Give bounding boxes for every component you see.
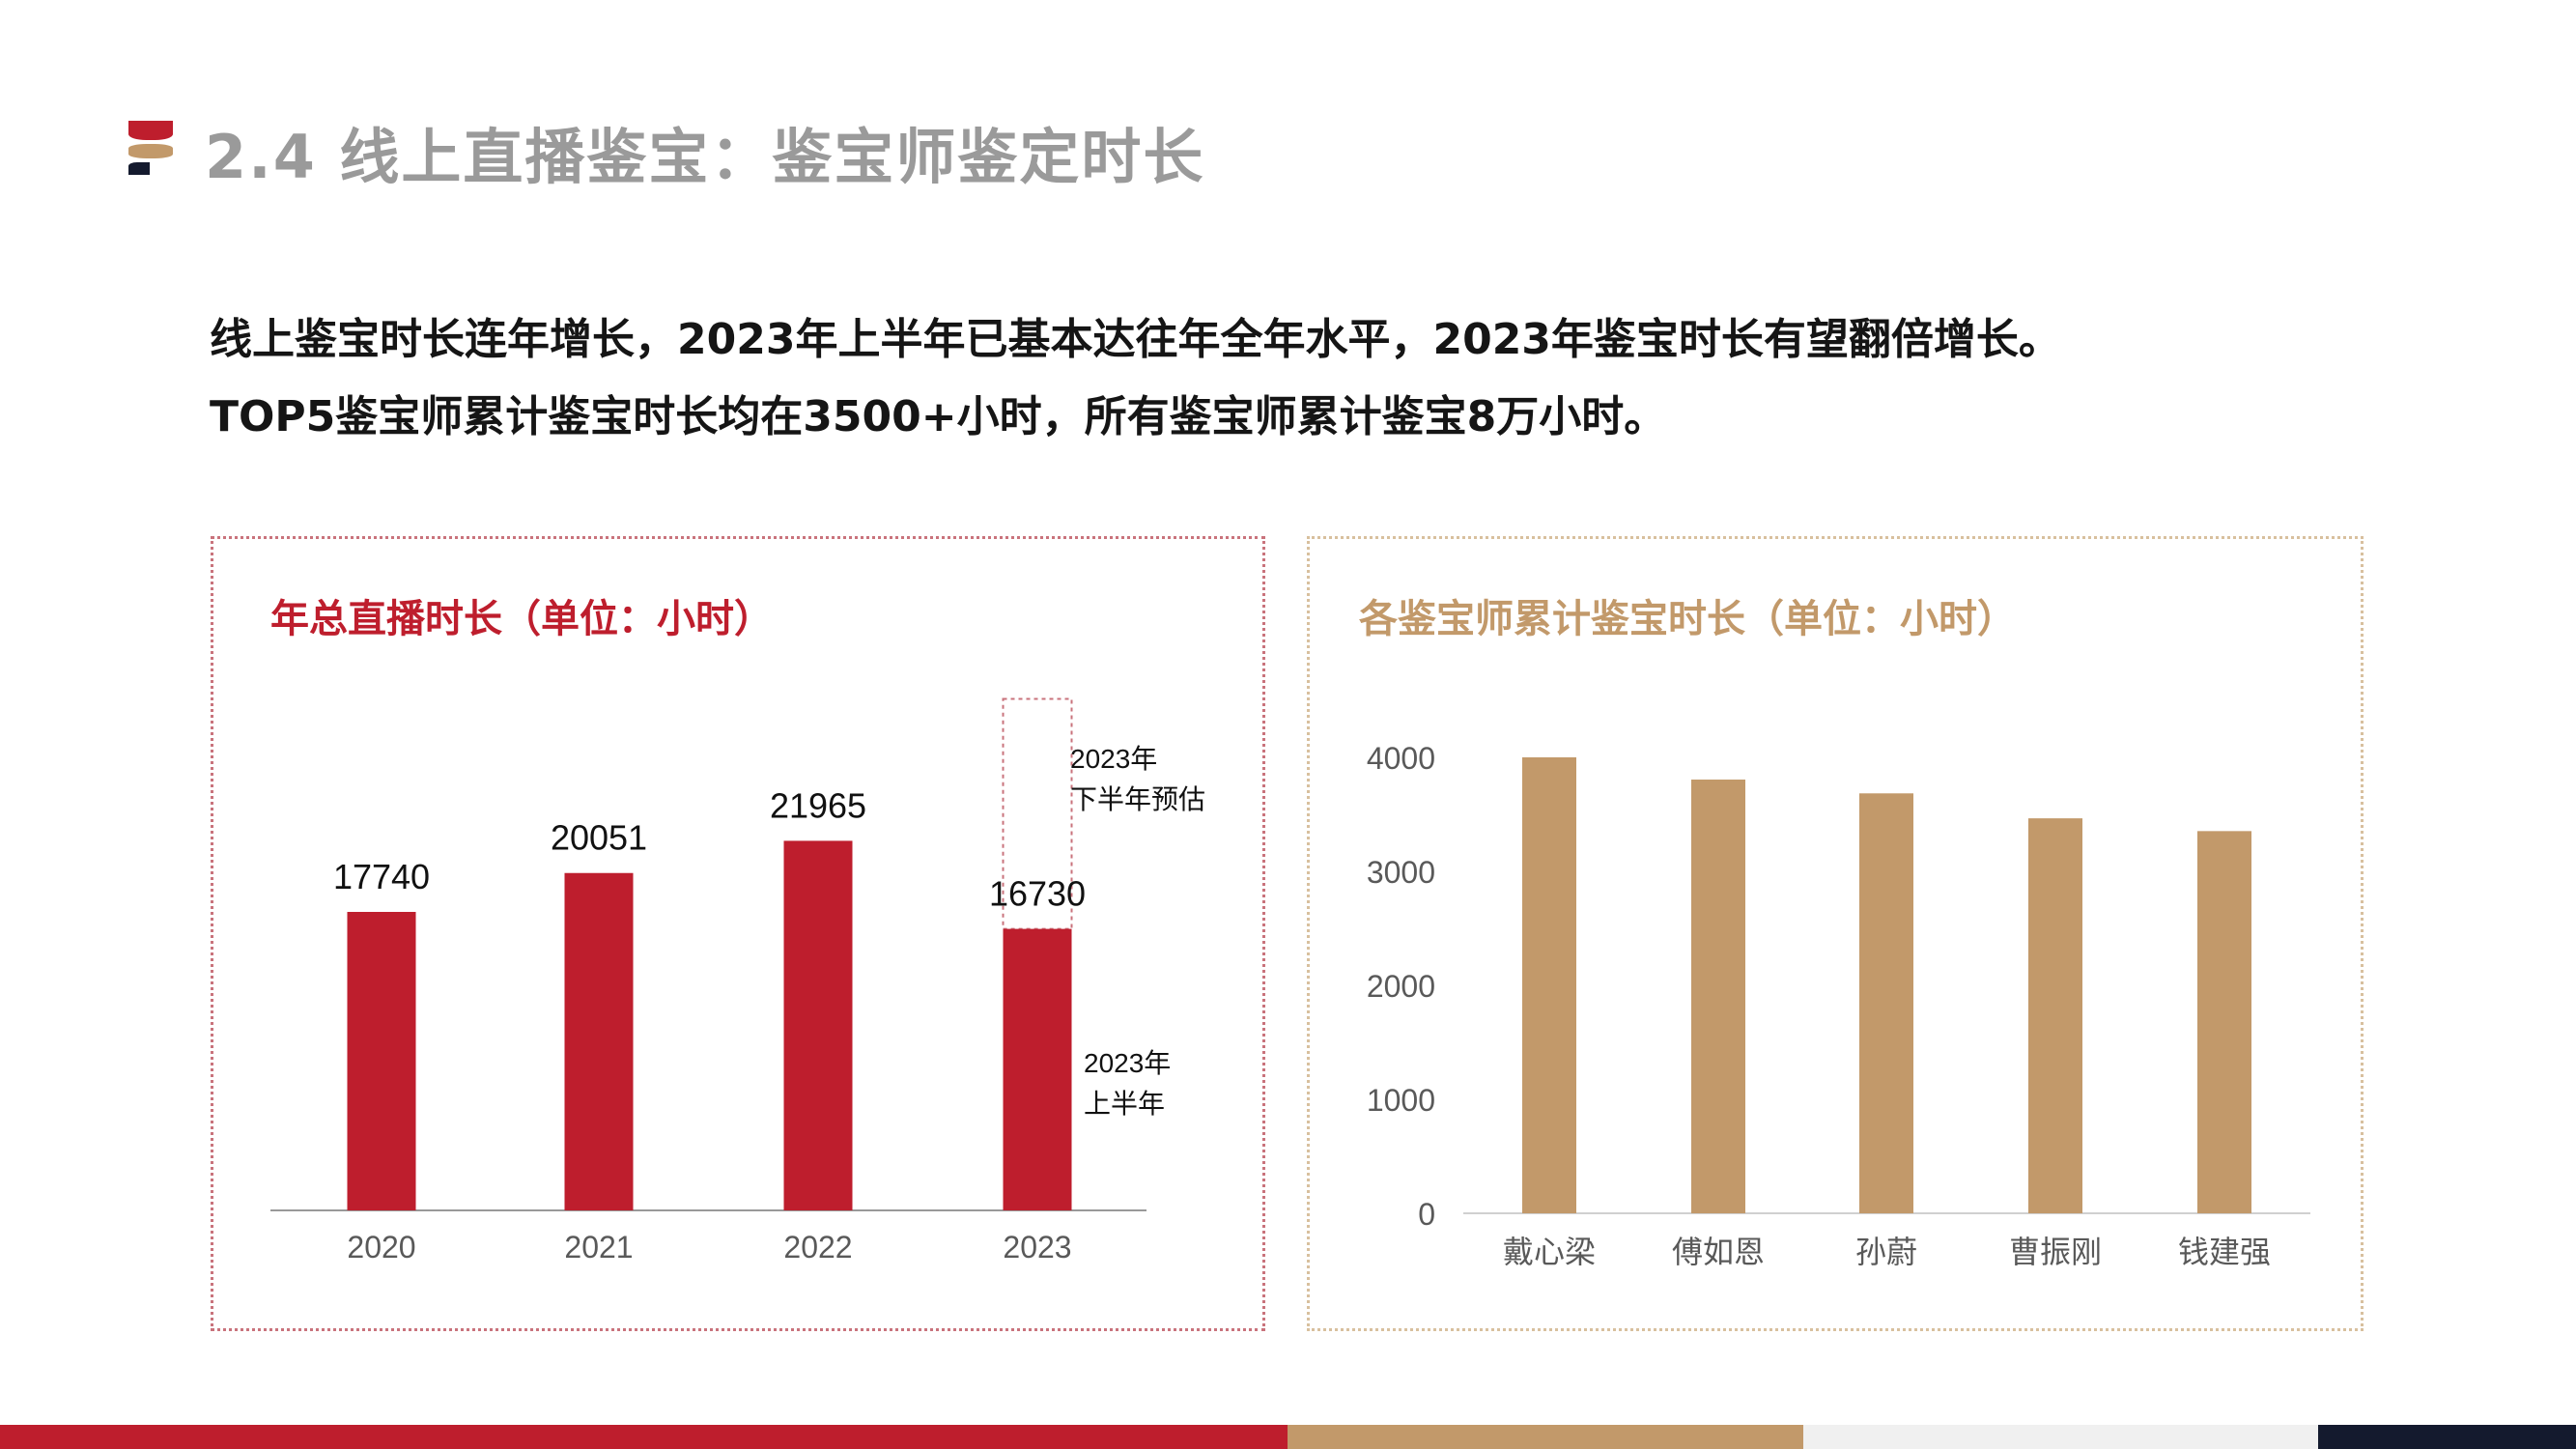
bar-2021 [564, 872, 634, 1210]
bar-2022 [783, 840, 853, 1210]
footer-navy-segment [2318, 1425, 2576, 1449]
annual-chart-title: 年总直播时长（单位：小时） [270, 597, 773, 641]
h1-label-line2: 上半年 [1084, 1089, 1165, 1119]
data-label-2023: 16730 [989, 874, 1086, 914]
bar-appraiser-4 [2197, 831, 2251, 1213]
appraiser-duration-panel [1307, 536, 2364, 1331]
y-tick-1000: 1000 [1367, 1083, 1435, 1118]
footer-tan-segment [1288, 1425, 1803, 1449]
x-tick-2023: 2023 [1003, 1230, 1071, 1264]
y-tick-3000: 3000 [1367, 855, 1435, 890]
x-tick-2022: 2022 [783, 1230, 852, 1264]
x-tick-2020: 2020 [347, 1230, 415, 1264]
footer-red-segment [0, 1425, 1288, 1449]
x-tick-appraiser-3: 曹振刚 [2009, 1235, 2102, 1269]
y-tick-4000: 4000 [1367, 741, 1435, 776]
bar-appraiser-2 [1859, 793, 1913, 1213]
x-tick-appraiser-2: 孙蔚 [1855, 1235, 1917, 1269]
bar-appraiser-0 [1522, 757, 1576, 1213]
x-tick-appraiser-0: 戴心梁 [1503, 1235, 1596, 1269]
projection-label-line2: 下半年预估 [1070, 784, 1205, 814]
y-tick-0: 0 [1418, 1197, 1435, 1232]
y-tick-2000: 2000 [1367, 969, 1435, 1004]
annual-duration-panel [211, 536, 1265, 1331]
bar-appraiser-1 [1691, 780, 1745, 1213]
footer-gray-segment [1803, 1425, 2318, 1449]
h1-label-line1: 2023年 [1084, 1048, 1171, 1078]
page-title: 2.4 线上直播鉴宝：鉴宝师鉴定时长 [205, 122, 1205, 192]
summary-line-2: TOP5鉴宝师累计鉴宝时长均在3500+小时，所有鉴宝师累计鉴宝8万小时。 [210, 392, 1667, 441]
data-label-2021: 20051 [551, 818, 647, 858]
appraiser-chart-title: 各鉴宝师累计鉴宝时长（单位：小时） [1359, 597, 2016, 641]
x-tick-appraiser-1: 傅如恩 [1672, 1235, 1765, 1269]
bar-2020 [347, 912, 416, 1210]
brand-logo-icon [128, 121, 173, 175]
data-label-2020: 17740 [333, 857, 430, 896]
bar-appraiser-3 [2028, 818, 2082, 1213]
data-label-2022: 21965 [770, 785, 866, 825]
bar-2023 [1003, 928, 1072, 1210]
x-tick-2021: 2021 [564, 1230, 633, 1264]
summary-line-1: 线上鉴宝时长连年增长，2023年上半年已基本达往年全年水平，2023年鉴宝时长有… [210, 315, 2061, 364]
projection-label-line1: 2023年 [1070, 744, 1157, 774]
x-tick-appraiser-4: 钱建强 [2178, 1235, 2271, 1269]
